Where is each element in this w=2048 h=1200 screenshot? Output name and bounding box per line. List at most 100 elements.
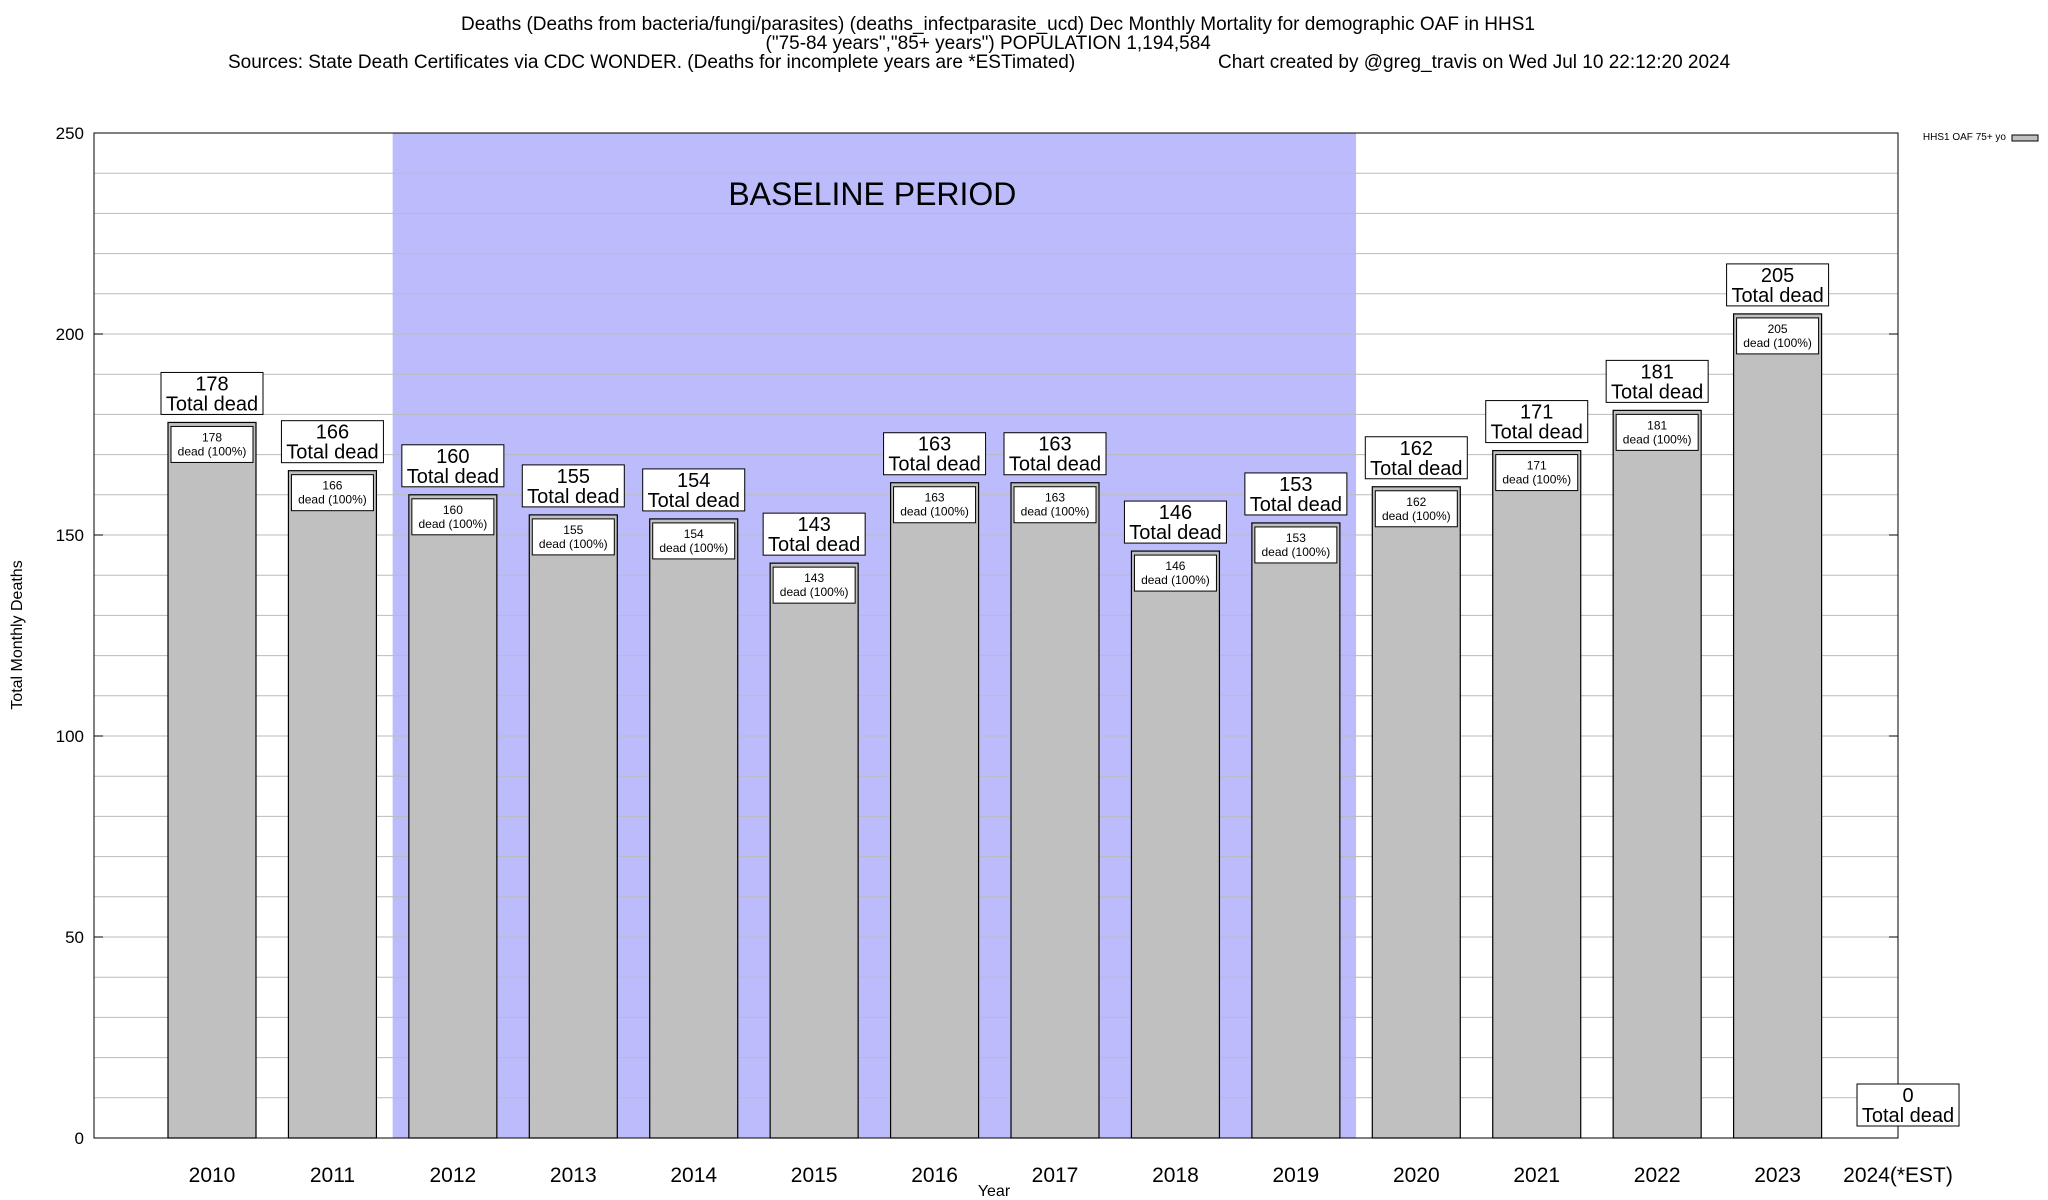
bar-total-label: Total dead xyxy=(527,486,619,508)
bar-total-value: 178 xyxy=(195,373,228,395)
plot-frame xyxy=(93,132,1899,1139)
y-tick-label: 150 xyxy=(56,526,84,545)
y-tick-label: 100 xyxy=(56,727,84,746)
x-tick-label: 2012 xyxy=(430,1164,477,1187)
bar xyxy=(167,421,257,1139)
y-tick-label: 0 xyxy=(75,1129,84,1148)
bar-inner-value: 171 xyxy=(1527,459,1547,473)
bar xyxy=(1612,409,1702,1139)
bar-inner-value: 146 xyxy=(1165,559,1185,573)
x-tick-label: 2017 xyxy=(1032,1164,1079,1187)
x-tick-label: 2020 xyxy=(1393,1164,1440,1187)
legend-swatch xyxy=(2011,134,2039,142)
bar-total-value: 171 xyxy=(1520,402,1553,424)
bar-inner-label: dead (100%) xyxy=(419,517,488,531)
bar-total-value: 162 xyxy=(1400,438,1433,460)
bar-total-value: 143 xyxy=(797,514,830,536)
x-tick-label: 2010 xyxy=(189,1164,236,1187)
bar-total-value: 146 xyxy=(1159,502,1192,524)
baseline-period-label: BASELINE PERIOD xyxy=(728,176,1016,212)
bar-total-label: Total dead xyxy=(1611,381,1703,403)
y-tick-label: 250 xyxy=(56,124,84,143)
bar xyxy=(408,494,498,1139)
legend-label: HHS1 OAF 75+ yo xyxy=(1923,132,2007,143)
bar-total-value: 166 xyxy=(316,422,349,444)
bar-total-label: Total dead xyxy=(407,466,499,488)
bar-total-value: 0 xyxy=(1902,1085,1913,1107)
x-tick-label: 2023 xyxy=(1754,1164,1801,1187)
bar-total-label-box xyxy=(1856,1083,1960,1127)
bar-inner-label-box xyxy=(1736,317,1820,355)
bar-inner-value: 178 xyxy=(202,430,222,444)
bar-inner-value: 155 xyxy=(563,523,583,537)
x-tick-label: 2014 xyxy=(670,1164,717,1187)
bar xyxy=(1010,482,1100,1139)
bar-inner-label-box xyxy=(893,486,977,524)
x-tick-label: 2021 xyxy=(1513,1164,1560,1187)
bar-inner-label: dead (100%) xyxy=(659,541,728,555)
bar-inner-label-box xyxy=(1615,413,1699,451)
bar-inner-label-box xyxy=(290,474,374,512)
bar-total-label-box xyxy=(1364,436,1468,480)
bar-inner-label-box xyxy=(1013,486,1097,524)
bar-inner-label: dead (100%) xyxy=(1502,473,1571,487)
bar-total-label: Total dead xyxy=(286,442,378,464)
bar-total-label-box xyxy=(1003,432,1107,476)
bar-total-label-box xyxy=(1244,472,1348,516)
bar-inner-label-box xyxy=(1495,454,1579,492)
x-tick-label: 2016 xyxy=(911,1164,958,1187)
bar-inner-label: dead (100%) xyxy=(1623,432,1692,446)
bar-total-label-box xyxy=(1605,359,1709,403)
bar-total-label: Total dead xyxy=(888,454,980,476)
grid-lines xyxy=(94,172,1898,1099)
bar-inner-value: 162 xyxy=(1406,495,1426,509)
chart-title: Deaths (Deaths from bacteria/fungi/paras… xyxy=(461,14,1535,35)
x-tick-label: 2013 xyxy=(550,1164,597,1187)
bar-inner-label: dead (100%) xyxy=(178,444,247,458)
bar xyxy=(1732,313,1823,1139)
bar-inner-label-box xyxy=(170,425,254,463)
bar xyxy=(1492,449,1582,1139)
x-tick-label: 2011 xyxy=(310,1164,355,1187)
bar-inner-value: 154 xyxy=(684,527,704,541)
x-tick-label: 2022 xyxy=(1634,1164,1681,1187)
bar-inner-label-box xyxy=(531,518,615,556)
bar-total-value: 153 xyxy=(1279,474,1312,496)
bar-inner-label-box xyxy=(1254,526,1338,564)
bar-total-label: Total dead xyxy=(1370,458,1462,480)
chart-credit: Chart created by @greg_travis on Wed Jul… xyxy=(1218,52,1731,73)
x-tick-label: 2024(*EST) xyxy=(1843,1164,1953,1187)
bar-total-label: Total dead xyxy=(1491,422,1583,444)
bar xyxy=(649,518,739,1139)
bar xyxy=(1251,522,1341,1139)
bar-total-label-box xyxy=(160,371,264,415)
bar-total-label: Total dead xyxy=(768,534,860,556)
bar-total-value: 163 xyxy=(1038,434,1071,456)
bar-inner-value: 153 xyxy=(1286,531,1306,545)
bar-total-value: 205 xyxy=(1761,265,1794,287)
bar-inner-label: dead (100%) xyxy=(780,585,849,599)
bar-total-label-box xyxy=(762,512,866,556)
bar-inner-value: 166 xyxy=(322,479,342,493)
bar-inner-value: 163 xyxy=(925,491,945,505)
x-tick-label: 2015 xyxy=(791,1164,838,1187)
bar-total-value: 181 xyxy=(1640,361,1673,383)
bar-inner-value: 143 xyxy=(804,571,824,585)
bar-total-label: Total dead xyxy=(1250,494,1342,516)
chart-subtitle: ("75-84 years","85+ years") POPULATION 1… xyxy=(765,33,1211,54)
chart-source-note: Sources: State Death Certificates via CD… xyxy=(228,52,1076,73)
bar xyxy=(528,514,618,1139)
bar-inner-label-box xyxy=(652,522,736,560)
bar-total-value: 163 xyxy=(918,434,951,456)
bar-total-value: 160 xyxy=(436,446,469,468)
bar-total-label-box xyxy=(1726,263,1830,307)
bar-total-label: Total dead xyxy=(648,490,740,512)
bar-inner-label-box xyxy=(1133,554,1217,592)
bar-inner-label-box xyxy=(411,498,495,536)
bar-total-value: 155 xyxy=(557,466,590,488)
bar-inner-label: dead (100%) xyxy=(900,505,969,519)
bar-inner-value: 163 xyxy=(1045,491,1065,505)
bar-inner-value: 205 xyxy=(1768,322,1788,336)
bar-inner-label-box xyxy=(772,566,856,604)
